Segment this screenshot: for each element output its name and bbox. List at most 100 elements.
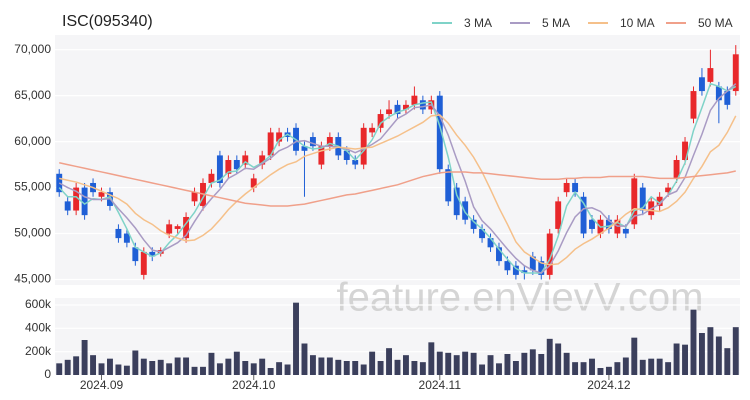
volume-bar xyxy=(402,355,409,375)
candle-body xyxy=(242,155,249,165)
volume-bar xyxy=(614,362,621,375)
candle-body xyxy=(301,146,308,151)
volume-bar xyxy=(698,333,705,375)
y-tick-label: 70,000 xyxy=(14,42,51,56)
candle-body xyxy=(123,233,130,243)
x-tick-label: 2024.09 xyxy=(80,378,124,392)
candle-body xyxy=(191,192,198,202)
volume-bar xyxy=(191,366,198,375)
legend-label: 10 MA xyxy=(620,16,655,30)
price-plot-bg xyxy=(55,35,740,285)
volume-bar xyxy=(605,366,612,375)
candle-body xyxy=(436,95,443,170)
candle-body xyxy=(682,141,688,160)
candle-body xyxy=(276,132,283,142)
candle-body xyxy=(563,182,570,193)
ma-line xyxy=(59,162,736,207)
candle-body xyxy=(394,104,401,115)
volume-bar xyxy=(436,351,443,375)
volume-bar xyxy=(631,337,638,375)
volume-bar xyxy=(343,361,350,375)
volume-bar xyxy=(580,362,587,375)
volume-bar xyxy=(555,343,562,375)
candle-body xyxy=(73,187,80,211)
candle-body xyxy=(360,127,367,165)
legend-label: 3 MA xyxy=(464,16,492,30)
candle-body xyxy=(115,228,122,239)
candle-body xyxy=(267,132,274,156)
candle-body xyxy=(512,265,519,275)
volume-bar xyxy=(479,364,486,375)
candle-body xyxy=(326,137,333,147)
candle-body xyxy=(572,182,579,193)
volume-bar xyxy=(123,365,130,375)
volume-bar xyxy=(428,342,435,375)
y-tick-label: 0 xyxy=(44,367,51,381)
volume-bar xyxy=(200,366,206,375)
volume-bar xyxy=(597,368,604,375)
volume-bar xyxy=(208,352,215,375)
candle-body xyxy=(470,219,477,229)
candle-body xyxy=(369,127,376,133)
volume-bar xyxy=(521,352,528,375)
volume-bar xyxy=(462,351,469,375)
volume-bar xyxy=(326,357,333,375)
y-tick-label: 200k xyxy=(25,344,52,358)
volume-bar xyxy=(724,348,731,375)
volume-bar xyxy=(233,351,240,375)
candle-body xyxy=(479,228,486,239)
volume-bar xyxy=(453,355,460,375)
volume-bar xyxy=(81,340,88,375)
volume-bar xyxy=(293,302,299,375)
volume-bar xyxy=(445,352,452,375)
volume-bar xyxy=(470,352,477,375)
volume-bar xyxy=(242,361,249,375)
candle-body xyxy=(216,155,223,183)
volume-bar xyxy=(656,358,663,375)
candle-body xyxy=(309,137,316,147)
candle-body xyxy=(673,160,680,179)
volume-bar xyxy=(572,362,579,375)
volume-bar xyxy=(352,361,359,375)
candle-body xyxy=(724,91,731,105)
volume-bar xyxy=(589,358,595,375)
volume-bar xyxy=(690,309,697,375)
candle-body xyxy=(386,109,393,115)
chart-title: ISC(095340) xyxy=(62,13,153,30)
legend-label: 50 MA xyxy=(698,16,733,30)
volume-bar xyxy=(504,354,511,375)
candle-body xyxy=(64,201,71,211)
y-tick-label: 65,000 xyxy=(14,88,51,102)
candle-body xyxy=(318,146,325,165)
ma-line xyxy=(58,83,737,274)
volume-bar xyxy=(140,358,147,375)
candle-body xyxy=(665,187,672,193)
volume-bar xyxy=(98,363,105,375)
candle-body xyxy=(589,219,595,229)
candle-body xyxy=(445,169,452,202)
candle-body xyxy=(208,173,215,183)
volume-bar xyxy=(563,352,570,375)
volume-bar xyxy=(419,362,426,375)
volume-bar xyxy=(174,357,181,375)
candle-body xyxy=(402,104,409,110)
candle-body xyxy=(605,219,612,229)
candle-body xyxy=(259,155,266,165)
candle-body xyxy=(732,54,739,92)
volume-bar xyxy=(73,356,80,375)
volume-bar xyxy=(487,355,494,375)
candle-body xyxy=(233,160,240,170)
volume-bar xyxy=(225,358,232,375)
volume-bar xyxy=(149,361,156,375)
volume-bar xyxy=(546,338,553,375)
candle-body xyxy=(462,201,469,220)
volume-bar xyxy=(107,358,113,375)
candle-body xyxy=(132,247,139,262)
candle-body xyxy=(521,270,528,274)
watermark: feature.enVievV.com xyxy=(337,276,704,320)
volume-bar xyxy=(496,363,502,375)
candle-body xyxy=(707,68,714,82)
candle-body xyxy=(529,256,536,271)
ma-line xyxy=(59,114,737,266)
y-tick-label: 45,000 xyxy=(14,272,51,286)
